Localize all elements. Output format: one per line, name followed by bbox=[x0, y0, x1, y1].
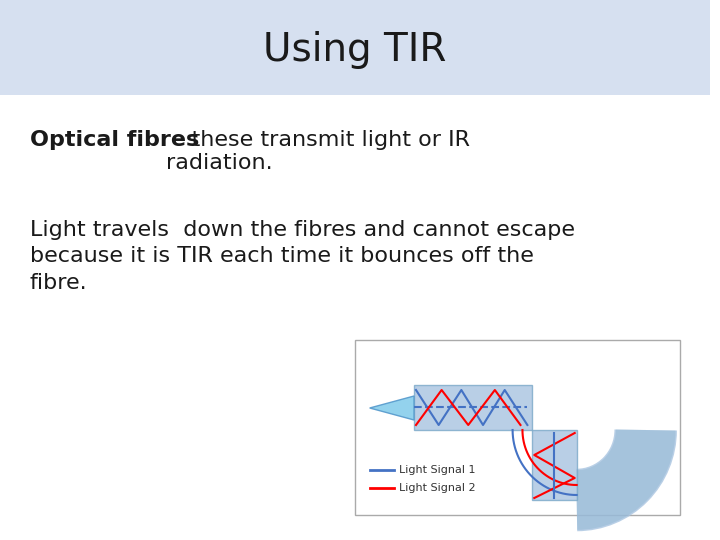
FancyBboxPatch shape bbox=[0, 0, 710, 95]
Text: Light Signal 1: Light Signal 1 bbox=[399, 465, 476, 475]
Text: Light travels  down the fibres and cannot escape
because it is TIR each time it : Light travels down the fibres and cannot… bbox=[30, 220, 575, 293]
FancyBboxPatch shape bbox=[532, 430, 577, 500]
Polygon shape bbox=[369, 396, 414, 420]
Text: Using TIR: Using TIR bbox=[264, 31, 446, 69]
Text: Optical fibres: Optical fibres bbox=[30, 130, 199, 150]
Text: Light Signal 2: Light Signal 2 bbox=[399, 483, 476, 493]
Text: – these transmit light or IR
radiation.: – these transmit light or IR radiation. bbox=[166, 130, 469, 173]
FancyBboxPatch shape bbox=[414, 385, 532, 430]
FancyBboxPatch shape bbox=[355, 340, 680, 515]
